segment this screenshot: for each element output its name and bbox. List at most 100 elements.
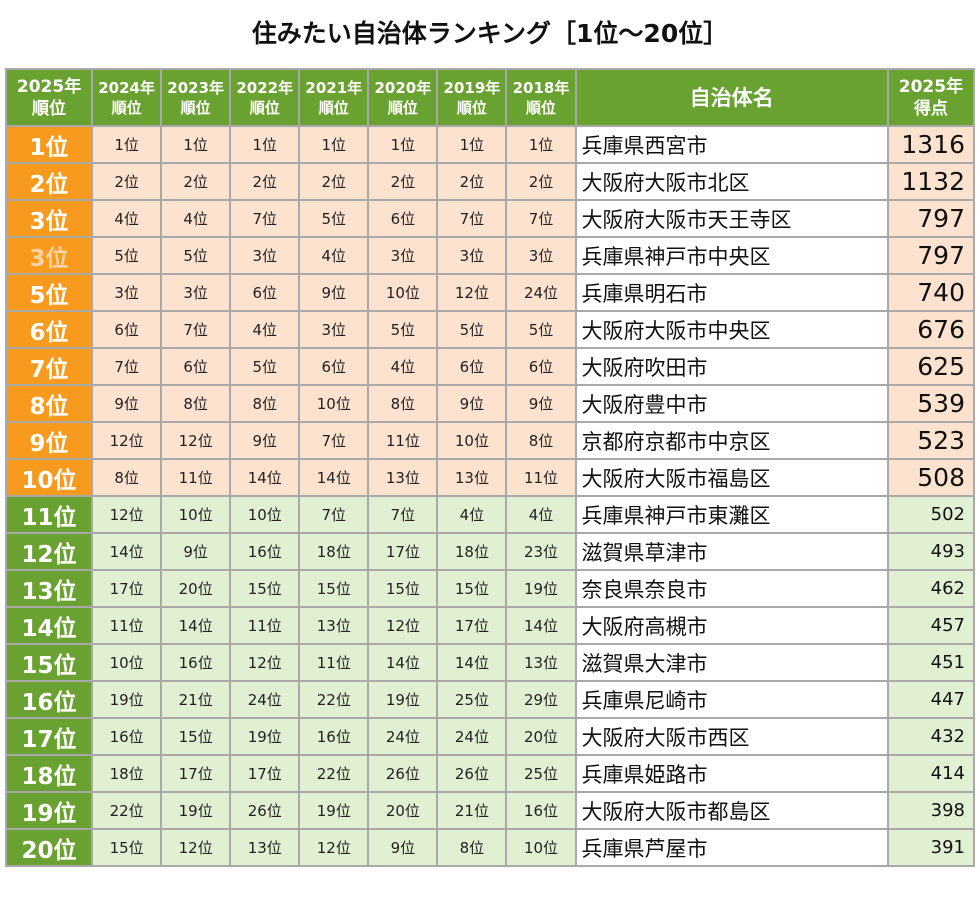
header-rank-2025-label: 順位 xyxy=(32,98,67,119)
rank-2025-cell: 12位 xyxy=(4,532,94,571)
header-label: 順位 xyxy=(387,98,418,117)
header-municipality-name: 自治体名 xyxy=(574,68,889,127)
header-rank-2025-year: 2025年 xyxy=(16,76,82,97)
table-row: 10位 8位 11位 14位 14位 13位 13位 11位 大阪府大阪市福島区 508 xyxy=(4,458,976,497)
header-year: 2019年 xyxy=(443,78,501,97)
previous-rank-cell: 10位 xyxy=(436,421,508,460)
previous-rank-cell: 14位 xyxy=(367,643,439,682)
rank-2025-cell: 1位 xyxy=(4,125,94,164)
rank-2025-cell: 13位 xyxy=(4,569,94,608)
previous-rank-cell: 13位 xyxy=(367,458,439,497)
previous-rank-cell: 23位 xyxy=(505,532,577,571)
previous-rank-cell: 14位 xyxy=(91,532,163,571)
previous-rank-cell: 9位 xyxy=(436,384,508,423)
previous-rank-cell: 6位 xyxy=(160,347,232,386)
previous-rank-cell: 9位 xyxy=(91,384,163,423)
previous-rank-cell: 11位 xyxy=(505,458,577,497)
previous-rank-cell: 20位 xyxy=(160,569,232,608)
previous-rank-cell: 7位 xyxy=(436,199,508,238)
rank-2025-cell: 19位 xyxy=(4,791,94,830)
municipality-name-cell: 大阪府大阪市福島区 xyxy=(574,458,889,497)
previous-rank-cell: 10位 xyxy=(229,495,301,534)
previous-rank-cell: 4位 xyxy=(436,495,508,534)
municipality-name-cell: 大阪府豊中市 xyxy=(574,384,889,423)
previous-rank-cell: 11位 xyxy=(298,643,370,682)
previous-rank-cell: 2位 xyxy=(505,162,577,201)
previous-rank-cell: 18位 xyxy=(91,754,163,793)
previous-rank-cell: 12位 xyxy=(436,273,508,312)
previous-rank-cell: 2位 xyxy=(298,162,370,201)
rank-2025-cell: 7位 xyxy=(4,347,94,386)
rank-2025-cell: 15位 xyxy=(4,643,94,682)
previous-rank-cell: 19位 xyxy=(367,680,439,719)
table-row: 15位 10位 16位 12位 11位 14位 14位 13位 滋賀県大津市 451 xyxy=(4,643,976,682)
previous-rank-cell: 19位 xyxy=(298,791,370,830)
table-row: 8位 9位 8位 8位 10位 8位 9位 9位 大阪府豊中市 539 xyxy=(4,384,976,423)
previous-rank-cell: 15位 xyxy=(298,569,370,608)
score-cell: 432 xyxy=(886,717,976,756)
municipality-name-cell: 大阪府吹田市 xyxy=(574,347,889,386)
score-cell: 502 xyxy=(886,495,976,534)
rank-2025-cell: 2位 xyxy=(4,162,94,201)
municipality-name-cell: 大阪府高槻市 xyxy=(574,606,889,645)
previous-rank-cell: 17位 xyxy=(367,532,439,571)
previous-rank-cell: 17位 xyxy=(436,606,508,645)
header-label: 順位 xyxy=(180,98,211,117)
table-row: 13位 17位 20位 15位 15位 15位 15位 19位 奈良県奈良市 462 xyxy=(4,569,976,608)
rank-2025-cell: 16位 xyxy=(4,680,94,719)
previous-rank-cell: 3位 xyxy=(91,273,163,312)
municipality-name-cell: 滋賀県大津市 xyxy=(574,643,889,682)
header-rank-2025: 2025年 順位 xyxy=(4,68,94,127)
previous-rank-cell: 7位 xyxy=(367,495,439,534)
score-cell: 447 xyxy=(886,680,976,719)
header-year: 2022年 xyxy=(236,78,294,97)
municipality-name-cell: 大阪府大阪市天王寺区 xyxy=(574,199,889,238)
previous-rank-cell: 16位 xyxy=(298,717,370,756)
table-row: 11位 12位 10位 10位 7位 7位 4位 4位 兵庫県神戸市東灘区 502 xyxy=(4,495,976,534)
previous-rank-cell: 19位 xyxy=(229,717,301,756)
municipality-name-cell: 大阪府大阪市北区 xyxy=(574,162,889,201)
table-row: 17位 16位 15位 19位 16位 24位 24位 20位 大阪府大阪市西区 432 xyxy=(4,717,976,756)
previous-rank-cell: 9位 xyxy=(367,828,439,867)
previous-rank-cell: 9位 xyxy=(229,421,301,460)
previous-rank-cell: 16位 xyxy=(91,717,163,756)
previous-rank-cell: 8位 xyxy=(436,828,508,867)
previous-rank-cell: 12位 xyxy=(229,643,301,682)
previous-rank-cell: 6位 xyxy=(367,199,439,238)
previous-rank-cell: 7位 xyxy=(91,347,163,386)
previous-rank-cell: 15位 xyxy=(229,569,301,608)
previous-rank-cell: 14位 xyxy=(505,606,577,645)
previous-rank-cell: 7位 xyxy=(505,199,577,238)
previous-rank-cell: 1位 xyxy=(298,125,370,164)
previous-rank-cell: 8位 xyxy=(91,458,163,497)
previous-rank-cell: 15位 xyxy=(367,569,439,608)
previous-rank-cell: 14位 xyxy=(160,606,232,645)
rank-2025-cell: 17位 xyxy=(4,717,94,756)
previous-rank-cell: 1位 xyxy=(505,125,577,164)
previous-rank-cell: 11位 xyxy=(367,421,439,460)
header-label: 順位 xyxy=(111,98,142,117)
rank-2025-cell: 3位 xyxy=(4,199,94,238)
table-row: 20位 15位 12位 13位 12位 9位 8位 10位 兵庫県芦屋市 391 xyxy=(4,828,976,867)
header-rank-2022: 2022年 順位 xyxy=(229,68,301,127)
previous-rank-cell: 2位 xyxy=(229,162,301,201)
previous-rank-cell: 18位 xyxy=(298,532,370,571)
previous-rank-cell: 5位 xyxy=(436,310,508,349)
table-row: 5位 3位 3位 6位 9位 10位 12位 24位 兵庫県明石市 740 xyxy=(4,273,976,312)
header-label: 順位 xyxy=(525,98,556,117)
previous-rank-cell: 2位 xyxy=(436,162,508,201)
header-score-2025: 2025年 得点 xyxy=(886,68,976,127)
header-rank-2018: 2018年 順位 xyxy=(505,68,577,127)
previous-rank-cell: 8位 xyxy=(505,421,577,460)
score-cell: 457 xyxy=(886,606,976,645)
rank-2025-cell: 5位 xyxy=(4,273,94,312)
previous-rank-cell: 19位 xyxy=(91,680,163,719)
previous-rank-cell: 10位 xyxy=(298,384,370,423)
previous-rank-cell: 22位 xyxy=(298,680,370,719)
previous-rank-cell: 4位 xyxy=(367,347,439,386)
score-cell: 676 xyxy=(886,310,976,349)
previous-rank-cell: 14位 xyxy=(229,458,301,497)
rank-2025-cell: 20位 xyxy=(4,828,94,867)
previous-rank-cell: 15位 xyxy=(160,717,232,756)
previous-rank-cell: 10位 xyxy=(160,495,232,534)
